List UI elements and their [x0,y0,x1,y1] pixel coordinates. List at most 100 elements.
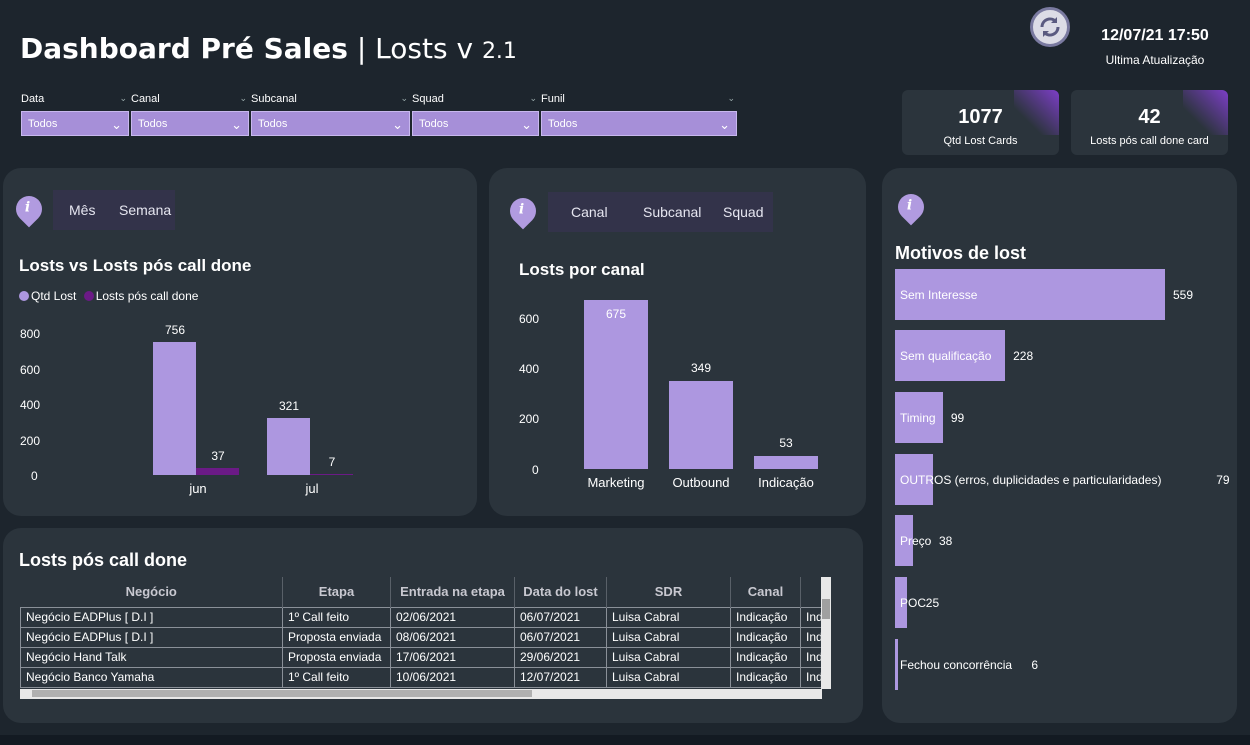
column-header[interactable]: Entrada na etapa [390,577,515,607]
table-cell: 1º Call feito [282,606,391,628]
period-toggle: Mês Semana [53,190,175,230]
table-cell: Proposta enviada [282,626,391,648]
filter-label: Canal [131,93,160,105]
filter-value: Todos [548,118,578,130]
column-header[interactable]: Negócio [20,577,283,607]
toggle-squad[interactable]: Squad [723,204,764,220]
title-separator: | [356,32,367,65]
filter-label: Squad [412,93,444,105]
table-row[interactable]: Negócio EADPlus [ D.I ] 1º Call feito 02/0… [20,606,823,628]
bottom-strip [0,735,1250,745]
y-tick: 600 [20,363,41,377]
table-cell: 29/06/2021 [514,646,607,668]
table-cell: 17/06/2021 [390,646,515,668]
chevron-down-icon[interactable]: ⌄ [529,93,537,103]
table-cell: Indi [800,646,823,668]
kpi-corner-accent [1014,90,1059,135]
kpi-label: Losts pós call done card [1090,135,1209,147]
last-update-label: Ultima Atualização [1105,53,1205,67]
vertical-scrollbar[interactable] [821,577,831,689]
kpi-value: 1077 [958,106,1003,128]
x-tick: Marketing [587,475,645,490]
table-row[interactable]: Negócio EADPlus [ D.I ] Proposta enviada 0… [20,626,823,648]
data-label: 349 [690,361,712,376]
chevron-down-icon[interactable]: ⌄ [119,93,127,103]
filter-canal-select[interactable]: Todos ⌄ [131,111,249,136]
filter-canal: Canal ⌄ Todos ⌄ [131,93,249,136]
filter-funil-select[interactable]: Todos ⌄ [541,111,737,136]
table-cell: Negócio Hand Talk [20,646,283,668]
filter-data-select[interactable]: Todos ⌄ [21,111,129,136]
table-cell: 08/06/2021 [390,626,515,648]
column-header[interactable]: Canal [730,577,801,607]
toggle-mes[interactable]: Mês [69,202,96,218]
chevron-down-icon: ⌄ [719,117,730,132]
table-cell: 06/07/2021 [514,626,607,648]
filter-value: Todos [28,118,58,130]
table-row[interactable]: Negócio Banco Yamaha 1º Call feito 10/06/2… [20,666,823,688]
title-main: Dashboard Pré Sales [20,32,348,65]
table-cell: Indicação [730,626,801,648]
filter-value: Todos [138,118,168,130]
table-cell: Indi [800,606,823,628]
refresh-icon[interactable] [1030,7,1070,47]
toggle-canal[interactable]: Canal [571,204,608,220]
chevron-down-icon[interactable]: ⌄ [400,93,408,103]
chevron-down-icon[interactable]: ⌄ [727,93,735,103]
filter-subcanal-select[interactable]: Todos ⌄ [251,111,410,136]
x-tick: Indicação [758,475,814,490]
filter-subcanal: Subcanal ⌄ Todos ⌄ [251,93,410,136]
filter-label: Data [21,93,45,105]
table-cell: 12/07/2021 [514,666,607,688]
filter-value: Todos [258,118,288,130]
chevron-down-icon[interactable]: ⌄ [239,93,247,103]
column-header[interactable]: Etapa [282,577,391,607]
bar [895,330,1006,381]
title-version: 2.1 [481,39,517,64]
chart-legend: Qtd Lost Losts pós call done [19,289,198,303]
filter-squad-select[interactable]: Todos ⌄ [412,111,539,136]
bar [669,381,733,469]
filter-value: Todos [419,118,449,130]
bar-category-label: Preço [900,534,932,548]
chart-title: Losts por canal [519,260,645,279]
column-header[interactable]: Data do lost [514,577,607,607]
y-tick: 800 [20,327,41,341]
filter-data: Data ⌄ Todos ⌄ [21,93,129,136]
table-cell: Negócio Banco Yamaha [20,666,283,688]
scrollbar-thumb[interactable] [822,599,830,619]
scrollbar-thumb[interactable] [32,690,532,697]
bar [895,577,908,628]
data-label: 79 [1216,473,1230,487]
losts-table: Negócio Etapa Entrada na etapa Data do l… [20,577,823,688]
title-rest: Losts v [375,32,474,65]
legend-item[interactable]: Qtd Lost [31,289,77,303]
data-label: 756 [164,322,186,337]
chart-title: Losts vs Losts pós call done [19,256,252,275]
data-label: 25 [925,596,940,610]
page-title: Dashboard Pré Sales | Losts v 2.1 [20,32,517,65]
chevron-down-icon: ⌄ [231,117,242,132]
y-tick: 0 [532,463,539,477]
toggle-subcanal[interactable]: Subcanal [643,204,702,220]
data-label: 559 [1173,288,1194,302]
toggle-semana[interactable]: Semana [119,202,172,218]
data-label: 321 [278,399,300,414]
table-row[interactable]: Negócio Hand Talk Proposta enviada 17/06/2… [20,646,823,668]
chart-title: Motivos de lost [895,243,1027,263]
bar [895,269,1165,320]
bar-category-label: OUTROS (erros, duplicidades e particular… [900,473,1162,487]
chevron-down-icon: ⌄ [111,117,122,132]
last-update-datetime: 12/07/21 17:50 [1101,27,1209,44]
column-header[interactable] [801,577,823,607]
horizontal-scrollbar[interactable] [20,689,822,699]
column-header[interactable]: SDR [606,577,731,607]
table-cell: 1º Call feito [282,666,391,688]
y-tick: 0 [31,469,38,483]
dimension-toggle: Canal Subcanal Squad [548,192,773,232]
table-cell: Proposta enviada [282,646,391,668]
data-label: 53 [779,435,793,450]
y-tick: 200 [519,412,540,426]
chevron-down-icon: ⌄ [521,117,532,132]
legend-item[interactable]: Losts pós call done [95,289,199,303]
